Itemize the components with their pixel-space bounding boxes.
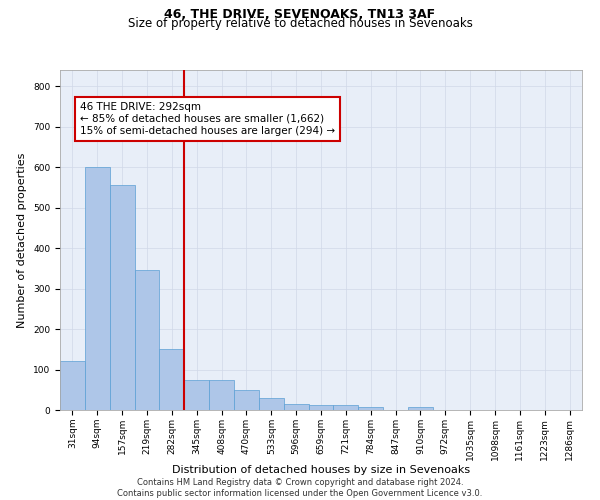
Bar	[60, 362, 85, 410]
Bar	[184, 380, 209, 410]
Bar	[209, 380, 234, 410]
Text: Contains HM Land Registry data © Crown copyright and database right 2024.
Contai: Contains HM Land Registry data © Crown c…	[118, 478, 482, 498]
Bar	[259, 398, 284, 410]
Text: Size of property relative to detached houses in Sevenoaks: Size of property relative to detached ho…	[128, 18, 472, 30]
Bar	[284, 404, 308, 410]
Text: 46 THE DRIVE: 292sqm
← 85% of detached houses are smaller (1,662)
15% of semi-de: 46 THE DRIVE: 292sqm ← 85% of detached h…	[80, 102, 335, 136]
Text: 46, THE DRIVE, SEVENOAKS, TN13 3AF: 46, THE DRIVE, SEVENOAKS, TN13 3AF	[164, 8, 436, 20]
Bar	[85, 167, 110, 410]
Bar	[134, 270, 160, 410]
Bar	[308, 405, 334, 410]
Bar	[234, 390, 259, 410]
Bar	[160, 350, 184, 410]
Bar	[334, 405, 358, 410]
Y-axis label: Number of detached properties: Number of detached properties	[17, 152, 28, 328]
Bar	[358, 407, 383, 410]
Bar	[408, 407, 433, 410]
X-axis label: Distribution of detached houses by size in Sevenoaks: Distribution of detached houses by size …	[172, 466, 470, 475]
Bar	[110, 186, 134, 410]
